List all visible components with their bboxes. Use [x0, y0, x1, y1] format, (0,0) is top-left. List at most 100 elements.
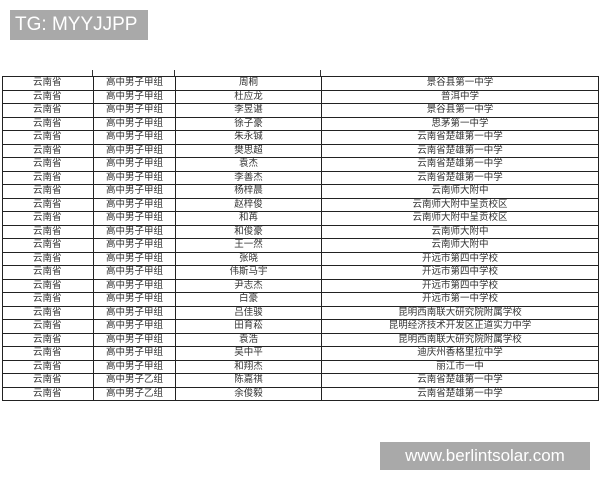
name-cell: 赵梓俊 — [175, 197, 322, 212]
province-cell: 云南省 — [2, 265, 94, 280]
table-row: 云南省 高中男子甲组 王一然 云南师大附中 — [2, 238, 599, 253]
school-cell: 普洱中学 — [321, 89, 599, 104]
group-cell: 高中男子甲组 — [93, 89, 176, 104]
province-cell: 云南省 — [2, 197, 94, 212]
group-cell: 高中男子甲组 — [93, 157, 176, 172]
school-cell: 云南省楚雄第一中学 — [321, 143, 599, 158]
name-cell: 李善杰 — [175, 170, 322, 185]
watermark-bottom: www.berlintsolar.com — [380, 442, 590, 470]
table-row: 云南省 高中男子乙组 陈嘉祺 云南省楚雄第一中学 — [2, 373, 599, 388]
province-cell: 云南省 — [2, 130, 94, 145]
table-row: 云南省 高中男子甲组 田育菘 昆明经济技术开发区正道实力中学 — [2, 319, 599, 334]
name-cell: 张晓 — [175, 251, 322, 266]
name-cell: 袁杰 — [175, 157, 322, 172]
group-cell: 高中男子甲组 — [93, 251, 176, 266]
group-cell: 高中男子甲组 — [93, 332, 176, 347]
province-cell: 云南省 — [2, 170, 94, 185]
table-row: 云南省 高中男子甲组 周桐 景谷县第一中学 — [2, 76, 599, 91]
column-divider — [174, 70, 175, 77]
name-cell: 和苒 — [175, 211, 322, 226]
school-cell: 云南师大附中呈贡校区 — [321, 197, 599, 212]
group-cell: 高中男子甲组 — [93, 197, 176, 212]
name-cell: 吕佳骏 — [175, 305, 322, 320]
school-cell: 景谷县第一中学 — [321, 76, 599, 91]
table-row: 云南省 高中男子甲组 和翔杰 丽江市一中 — [2, 359, 599, 374]
group-cell: 高中男子甲组 — [93, 319, 176, 334]
province-cell: 云南省 — [2, 157, 94, 172]
table-row: 云南省 高中男子甲组 张晓 开远市第四中学校 — [2, 251, 599, 266]
table-row: 云南省 高中男子乙组 余俊毅 云南省楚雄第一中学 — [2, 386, 599, 401]
province-cell: 云南省 — [2, 143, 94, 158]
name-cell: 吴中平 — [175, 346, 322, 361]
name-cell: 李昱谌 — [175, 103, 322, 118]
name-cell: 和俊豪 — [175, 224, 322, 239]
school-cell: 开远市第四中学校 — [321, 265, 599, 280]
school-cell: 云南省楚雄第一中学 — [321, 157, 599, 172]
province-cell: 云南省 — [2, 211, 94, 226]
school-cell: 昆明经济技术开发区正道实力中学 — [321, 319, 599, 334]
school-cell: 云南省楚雄第一中学 — [321, 386, 599, 401]
group-cell: 高中男子甲组 — [93, 265, 176, 280]
province-cell: 云南省 — [2, 238, 94, 253]
province-cell: 云南省 — [2, 116, 94, 131]
table-row: 云南省 高中男子甲组 伟斯马宇 开远市第四中学校 — [2, 265, 599, 280]
group-cell: 高中男子甲组 — [93, 143, 176, 158]
school-cell: 云南省楚雄第一中学 — [321, 373, 599, 388]
table-row: 云南省 高中男子甲组 袁浩 昆明西南联大研究院附属学校 — [2, 332, 599, 347]
name-cell: 田育菘 — [175, 319, 322, 334]
province-cell: 云南省 — [2, 292, 94, 307]
roster-table: 云南省 高中男子甲组 周桐 景谷县第一中学 云南省 高中男子甲组 杜应龙 普洱中学 云南省 高中男… — [2, 76, 599, 401]
column-divider — [320, 70, 321, 77]
name-cell: 徐子豪 — [175, 116, 322, 131]
school-cell: 景谷县第一中学 — [321, 103, 599, 118]
school-cell: 云南师大附中 — [321, 238, 599, 253]
province-cell: 云南省 — [2, 76, 94, 91]
group-cell: 高中男子乙组 — [93, 386, 176, 401]
name-cell: 袁浩 — [175, 332, 322, 347]
table-row: 云南省 高中男子甲组 李昱谌 景谷县第一中学 — [2, 103, 599, 118]
group-cell: 高中男子甲组 — [93, 346, 176, 361]
group-cell: 高中男子甲组 — [93, 211, 176, 226]
school-cell: 云南师大附中呈贡校区 — [321, 211, 599, 226]
school-cell: 开远市第四中学校 — [321, 251, 599, 266]
group-cell: 高中男子乙组 — [93, 373, 176, 388]
province-cell: 云南省 — [2, 386, 94, 401]
province-cell: 云南省 — [2, 184, 94, 199]
name-cell: 伟斯马宇 — [175, 265, 322, 280]
school-cell: 思茅第一中学 — [321, 116, 599, 131]
group-cell: 高中男子甲组 — [93, 238, 176, 253]
table-row: 云南省 高中男子甲组 和俊豪 云南师大附中 — [2, 224, 599, 239]
province-cell: 云南省 — [2, 359, 94, 374]
group-cell: 高中男子甲组 — [93, 359, 176, 374]
name-cell: 余俊毅 — [175, 386, 322, 401]
school-cell: 云南师大附中 — [321, 224, 599, 239]
group-cell: 高中男子甲组 — [93, 184, 176, 199]
table-row: 云南省 高中男子甲组 吴中平 迪庆州香格里拉中学 — [2, 346, 599, 361]
province-cell: 云南省 — [2, 89, 94, 104]
table-row: 云南省 高中男子甲组 杜应龙 普洱中学 — [2, 89, 599, 104]
school-cell: 迪庆州香格里拉中学 — [321, 346, 599, 361]
table-row: 云南省 高中男子甲组 白豪 开远市第一中学校 — [2, 292, 599, 307]
province-cell: 云南省 — [2, 305, 94, 320]
table-row: 云南省 高中男子甲组 和苒 云南师大附中呈贡校区 — [2, 211, 599, 226]
school-cell: 云南省楚雄第一中学 — [321, 170, 599, 185]
name-cell: 王一然 — [175, 238, 322, 253]
group-cell: 高中男子甲组 — [93, 292, 176, 307]
province-cell: 云南省 — [2, 251, 94, 266]
school-cell: 昆明西南联大研究院附属学校 — [321, 332, 599, 347]
name-cell: 白豪 — [175, 292, 322, 307]
table-row: 云南省 高中男子甲组 朱永铖 云南省楚雄第一中学 — [2, 130, 599, 145]
watermark-top: TG: MYYJJPP — [10, 10, 148, 40]
table-row: 云南省 高中男子甲组 吕佳骏 昆明西南联大研究院附属学校 — [2, 305, 599, 320]
school-cell: 昆明西南联大研究院附属学校 — [321, 305, 599, 320]
province-cell: 云南省 — [2, 346, 94, 361]
column-divider — [92, 70, 93, 77]
name-cell: 杜应龙 — [175, 89, 322, 104]
group-cell: 高中男子甲组 — [93, 103, 176, 118]
name-cell: 朱永铖 — [175, 130, 322, 145]
school-cell: 开远市第一中学校 — [321, 292, 599, 307]
group-cell: 高中男子甲组 — [93, 76, 176, 91]
roster-table-body: 云南省 高中男子甲组 周桐 景谷县第一中学 云南省 高中男子甲组 杜应龙 普洱中学 云南省 高中男… — [2, 76, 599, 401]
table-row: 云南省 高中男子甲组 尹志杰 开远市第四中学校 — [2, 278, 599, 293]
group-cell: 高中男子甲组 — [93, 278, 176, 293]
